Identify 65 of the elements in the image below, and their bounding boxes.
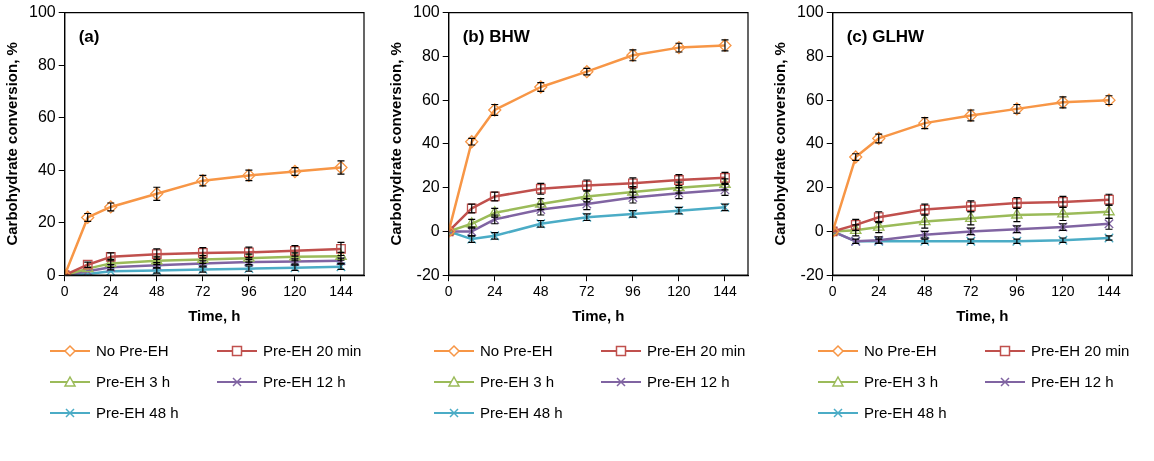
x-tick-label: 144 <box>713 283 737 300</box>
y-tick-label: 20 <box>805 178 824 196</box>
y-tick-label: 0 <box>814 221 824 239</box>
y-axis-title: Carbohydrate conversion, % <box>3 42 21 246</box>
y-tick-label: 60 <box>805 90 824 108</box>
x-tick-label: 120 <box>283 283 307 300</box>
y-tick-label: 0 <box>46 265 56 283</box>
legend-label: Pre-EH 48 h <box>96 404 179 421</box>
y-tick-label: 20 <box>421 178 440 196</box>
y-tick-label: 100 <box>28 3 56 21</box>
x-tick-label: 120 <box>667 283 691 300</box>
x-tick-label: 72 <box>195 283 211 300</box>
x-tick-label: 24 <box>102 283 119 300</box>
y-axis-title: Carbohydrate conversion, % <box>771 42 789 246</box>
x-tick-label: 96 <box>241 283 257 300</box>
x-tick-label: 0 <box>60 283 69 300</box>
x-tick-label: 0 <box>444 283 453 300</box>
text: (a) <box>78 26 100 46</box>
text: (b) BHW <box>462 26 531 46</box>
x-tick-label: 96 <box>625 283 641 300</box>
legend-label: Pre-EH 20 min <box>263 342 362 359</box>
y-tick-label: 60 <box>37 108 56 126</box>
y-tick-label: 40 <box>421 134 440 152</box>
y-tick-label: 100 <box>796 3 824 21</box>
x-tick-label: 120 <box>1051 283 1075 300</box>
y-tick-label: 0 <box>430 221 440 239</box>
x-tick-label: 24 <box>486 283 503 300</box>
x-tick-label: 48 <box>533 283 549 300</box>
x-tick-label: 0 <box>828 283 837 300</box>
legend-label: Pre-EH 3 h <box>480 373 555 390</box>
x-tick-label: 24 <box>870 283 887 300</box>
x-tick-label: 48 <box>149 283 165 300</box>
text: (c) GLHW <box>846 26 926 46</box>
y-tick-label: -20 <box>800 265 824 283</box>
x-tick-label: 48 <box>917 283 933 300</box>
x-tick-label: 144 <box>1097 283 1121 300</box>
legend-label: Pre-EH 48 h <box>864 404 947 421</box>
y-tick-label: 40 <box>805 134 824 152</box>
y-tick-label: 80 <box>37 55 56 73</box>
legend-label: Pre-EH 3 h <box>864 373 939 390</box>
y-tick-label: 60 <box>421 90 440 108</box>
x-tick-label: 96 <box>1009 283 1025 300</box>
x-tick-label: 72 <box>579 283 595 300</box>
x-tick-label: 144 <box>329 283 353 300</box>
y-tick-label: 40 <box>37 160 56 178</box>
legend-label: No Pre-EH <box>864 342 937 359</box>
legend-label: No Pre-EH <box>480 342 553 359</box>
y-tick-label: 20 <box>37 213 56 231</box>
legend-label: Pre-EH 12 h <box>1031 373 1114 390</box>
legend-label: Pre-EH 20 min <box>647 342 746 359</box>
y-tick-label: -20 <box>416 265 440 283</box>
legend-label: Pre-EH 20 min <box>1031 342 1130 359</box>
legend-label: No Pre-EH <box>96 342 169 359</box>
legend-label: Pre-EH 12 h <box>647 373 730 390</box>
x-axis-title: Time, h <box>572 307 625 325</box>
legend-label: Pre-EH 3 h <box>96 373 171 390</box>
y-tick-label: 100 <box>412 3 440 21</box>
x-tick-label: 72 <box>963 283 979 300</box>
x-axis-title: Time, h <box>956 307 1009 325</box>
y-axis-title: Carbohydrate conversion, % <box>387 42 405 246</box>
y-tick-label: 80 <box>805 46 824 64</box>
x-axis-title: Time, h <box>188 307 241 325</box>
legend-label: Pre-EH 48 h <box>480 404 563 421</box>
y-tick-label: 80 <box>421 46 440 64</box>
legend-label: Pre-EH 12 h <box>263 373 346 390</box>
